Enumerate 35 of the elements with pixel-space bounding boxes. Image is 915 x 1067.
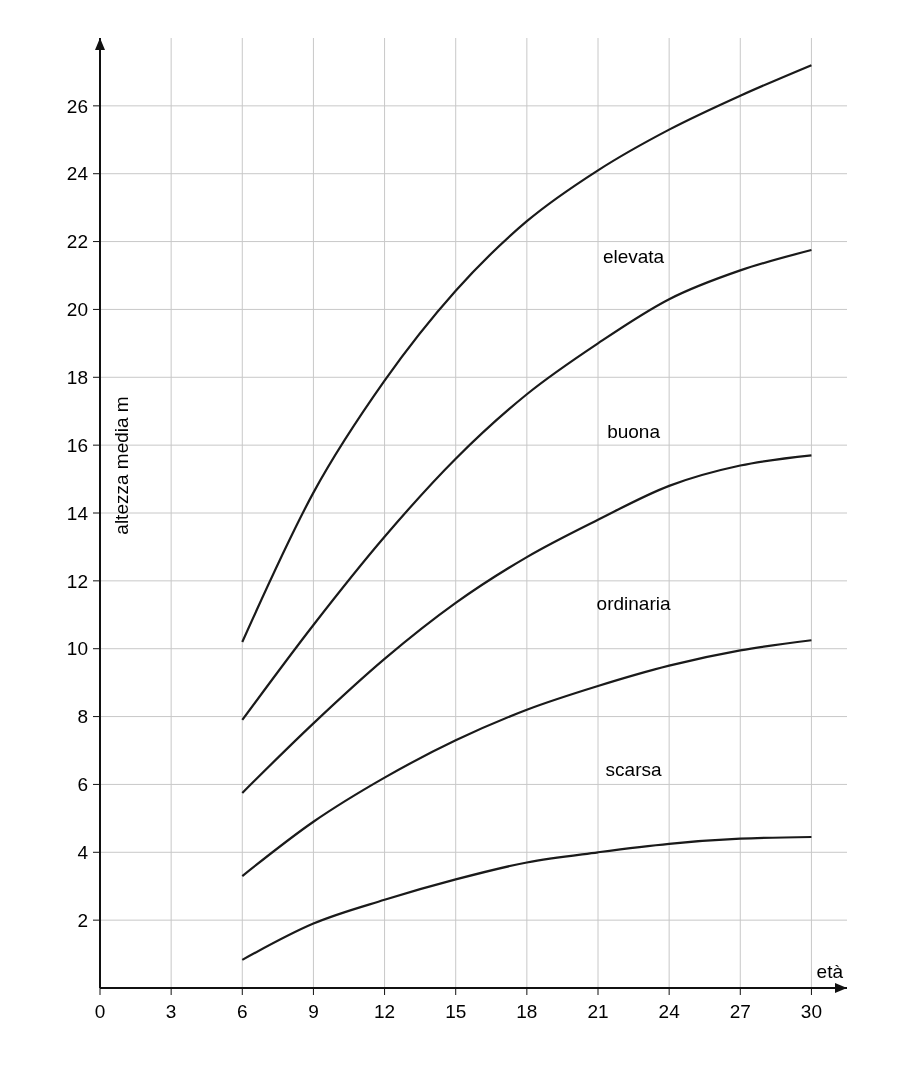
x-tick-label: 0 [94, 1001, 106, 1022]
x-tick-label: 21 [587, 1001, 609, 1022]
line-series [241, 639, 813, 878]
y-tick-label: 14 [66, 502, 89, 524]
x-tick-label: 6 [237, 1001, 248, 1022]
line-series [241, 835, 813, 961]
y-tick-label: 2 [77, 909, 88, 931]
x-tick-label: 24 [658, 1001, 681, 1022]
y-tick-label: 20 [66, 299, 88, 321]
y-tick-label: 4 [77, 841, 89, 863]
y-tick-label: 24 [66, 163, 89, 185]
y-tick-label: 18 [66, 366, 88, 388]
annotation: ordinaria [596, 592, 671, 614]
annotation: buona [607, 421, 661, 443]
line-series [241, 454, 813, 795]
y-tick-label: 6 [77, 774, 88, 796]
y-axis-title: altezza media m [111, 396, 132, 535]
y-tick-label: 10 [66, 638, 88, 660]
annotation: elevata [602, 246, 665, 268]
y-tick-label: 16 [66, 434, 88, 456]
line-series [241, 248, 813, 722]
annotation: scarsa [605, 758, 662, 780]
y-tick-label: 8 [77, 706, 88, 728]
x-tick-label: 9 [308, 1001, 319, 1022]
x-tick-label: 18 [516, 1001, 538, 1022]
x-tick-label: 3 [165, 1001, 177, 1022]
x-tick-label: 12 [374, 1001, 396, 1022]
y-tick-label: 12 [66, 570, 88, 592]
y-tick-label: 22 [66, 231, 88, 253]
x-tick-label: 30 [800, 1001, 822, 1022]
line-series [241, 64, 813, 644]
x-axis-title: età [816, 961, 844, 982]
y-tick-label: 26 [66, 95, 88, 117]
x-tick-label: 15 [445, 1001, 467, 1022]
x-tick-label: 27 [729, 1001, 751, 1022]
